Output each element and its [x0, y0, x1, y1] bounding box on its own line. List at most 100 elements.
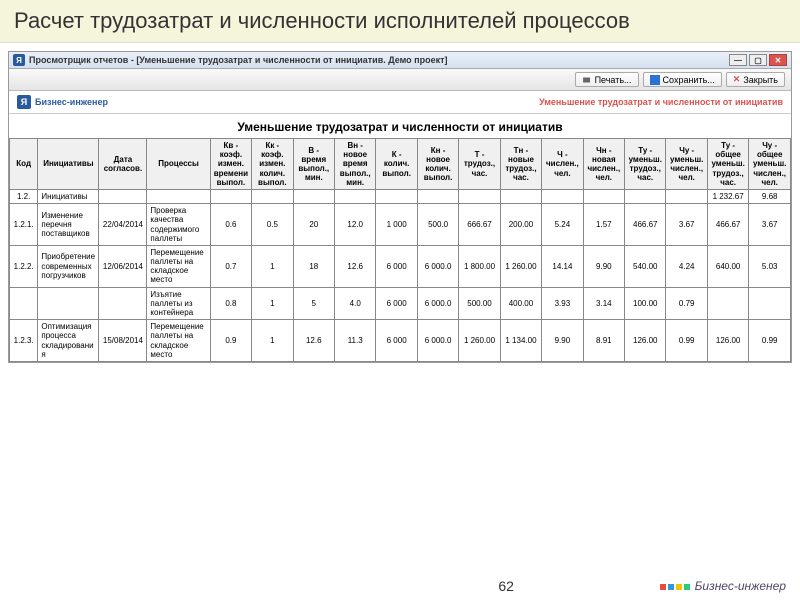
table-cell: [707, 287, 748, 320]
footer-brand-icon: [659, 579, 691, 593]
table-cell: 466.67: [625, 204, 666, 246]
table-cell: 0.7: [210, 245, 251, 287]
table-cell: Изъятие паллеты из контейнера: [147, 287, 210, 320]
table-cell: Изменение перечня поставщиков: [38, 204, 99, 246]
column-header: Кк - коэф. измен. колич. выпол.: [252, 139, 293, 190]
table-cell: 100.00: [625, 287, 666, 320]
table-cell: 12/06/2014: [99, 245, 147, 287]
table-header-row: КодИнициативыДата согласов.ПроцессыКв - …: [10, 139, 791, 190]
table-cell: 6 000.0: [417, 245, 458, 287]
data-table: КодИнициативыДата согласов.ПроцессыКв - …: [9, 138, 791, 362]
table-cell: 5.24: [542, 204, 583, 246]
table-cell: Оптимизация процесса складирования: [38, 320, 99, 362]
table-cell: Проверка качества содержимого паллеты: [147, 204, 210, 246]
table-cell: 12.6: [334, 245, 375, 287]
table-cell: 9.90: [583, 245, 624, 287]
report-window: Я Просмотрщик отчетов - [Уменьшение труд…: [8, 51, 792, 363]
footer-brand-label: Бизнес-инженер: [695, 579, 786, 593]
table-cell: 6 000.0: [417, 320, 458, 362]
table-cell: 1 134.00: [500, 320, 541, 362]
table-cell: 540.00: [625, 245, 666, 287]
table-cell: 1 260.00: [500, 245, 541, 287]
table-cell: [542, 189, 583, 203]
report-header: Я Бизнес-инженер Уменьшение трудозатрат …: [9, 91, 791, 114]
table-cell: 6 000.0: [417, 287, 458, 320]
table-cell: 15/08/2014: [99, 320, 147, 362]
table-cell: 0.9: [210, 320, 251, 362]
column-header: Ту - общее уменьш. трудоз., час.: [707, 139, 748, 190]
table-cell: Перемещение паллеты на складское место: [147, 245, 210, 287]
table-row: 1.2.2.Приобретение современных погрузчик…: [10, 245, 791, 287]
maximize-button[interactable]: ▢: [749, 54, 767, 66]
column-header: Процессы: [147, 139, 210, 190]
page-number: 62: [498, 578, 514, 594]
table-cell: 20: [293, 204, 334, 246]
close-button[interactable]: ✕ Закрыть: [726, 72, 785, 87]
report-title: Уменьшение трудозатрат и численности от …: [9, 114, 791, 138]
table-cell: 126.00: [707, 320, 748, 362]
table-cell: 466.67: [707, 204, 748, 246]
table-cell: [99, 189, 147, 203]
table-row: Изъятие паллеты из контейнера0.8154.06 0…: [10, 287, 791, 320]
table-cell: 1.2.2.: [10, 245, 38, 287]
table-cell: 1 800.00: [459, 245, 500, 287]
table-cell: 6 000: [376, 320, 417, 362]
table-cell: 640.00: [707, 245, 748, 287]
app-name: Просмотрщик отчетов: [29, 55, 128, 65]
table-body: 1.2.Инициативы1 232.679.681.2.1.Изменени…: [10, 189, 791, 361]
table-cell: 1: [252, 320, 293, 362]
table-cell: 18: [293, 245, 334, 287]
table-cell: Перемещение паллеты на складское место: [147, 320, 210, 362]
column-header: Инициативы: [38, 139, 99, 190]
table-cell: 0.99: [666, 320, 707, 362]
table-cell: 9.68: [749, 189, 791, 203]
table-cell: [376, 189, 417, 203]
column-header: Кв - коэф. измен. времени выпол.: [210, 139, 251, 190]
brand-icon: Я: [17, 95, 31, 109]
column-header: Чн - новая числен., чел.: [583, 139, 624, 190]
column-header: Вн - новое время выпол., мин.: [334, 139, 375, 190]
table-cell: 9.90: [542, 320, 583, 362]
column-header: Тн - новые трудоз., час.: [500, 139, 541, 190]
print-button[interactable]: Печать...: [575, 72, 639, 87]
table-cell: 1 232.67: [707, 189, 748, 203]
table-row: 1.2.1.Изменение перечня поставщиков22/04…: [10, 204, 791, 246]
save-label: Сохранить...: [663, 75, 715, 85]
close-window-button[interactable]: ✕: [769, 54, 787, 66]
table-cell: 400.00: [500, 287, 541, 320]
report-subtitle: Уменьшение трудозатрат и численности от …: [539, 97, 783, 107]
table-cell: [210, 189, 251, 203]
table-cell: 500.0: [417, 204, 458, 246]
save-button[interactable]: Сохранить...: [643, 72, 722, 87]
column-header: К - колич. выпол.: [376, 139, 417, 190]
table-cell: [334, 189, 375, 203]
save-icon: [650, 75, 660, 85]
column-header: Дата согласов.: [99, 139, 147, 190]
table-cell: [10, 287, 38, 320]
table-cell: [38, 287, 99, 320]
column-header: Чу - общее уменьш. числен., чел.: [749, 139, 791, 190]
close-label: Закрыть: [743, 75, 778, 85]
table-cell: [252, 189, 293, 203]
table-cell: [417, 189, 458, 203]
slide-footer: 62 Бизнес-инженер: [0, 578, 800, 594]
table-cell: Приобретение современных погрузчиков: [38, 245, 99, 287]
table-cell: 6 000: [376, 245, 417, 287]
table-cell: [147, 189, 210, 203]
table-cell: 0.79: [666, 287, 707, 320]
table-cell: 12.0: [334, 204, 375, 246]
app-icon: Я: [13, 54, 25, 66]
table-cell: 3.14: [583, 287, 624, 320]
minimize-button[interactable]: —: [729, 54, 747, 66]
table-cell: 0.5: [252, 204, 293, 246]
table-cell: 1 260.00: [459, 320, 500, 362]
table-cell: 0.8: [210, 287, 251, 320]
table-cell: 8.91: [583, 320, 624, 362]
table-cell: 1: [252, 287, 293, 320]
table-scroll[interactable]: КодИнициативыДата согласов.ПроцессыКв - …: [9, 138, 791, 362]
table-cell: 3.67: [749, 204, 791, 246]
table-cell: [666, 189, 707, 203]
column-header: Код: [10, 139, 38, 190]
table-cell: 3.93: [542, 287, 583, 320]
table-cell: [293, 189, 334, 203]
